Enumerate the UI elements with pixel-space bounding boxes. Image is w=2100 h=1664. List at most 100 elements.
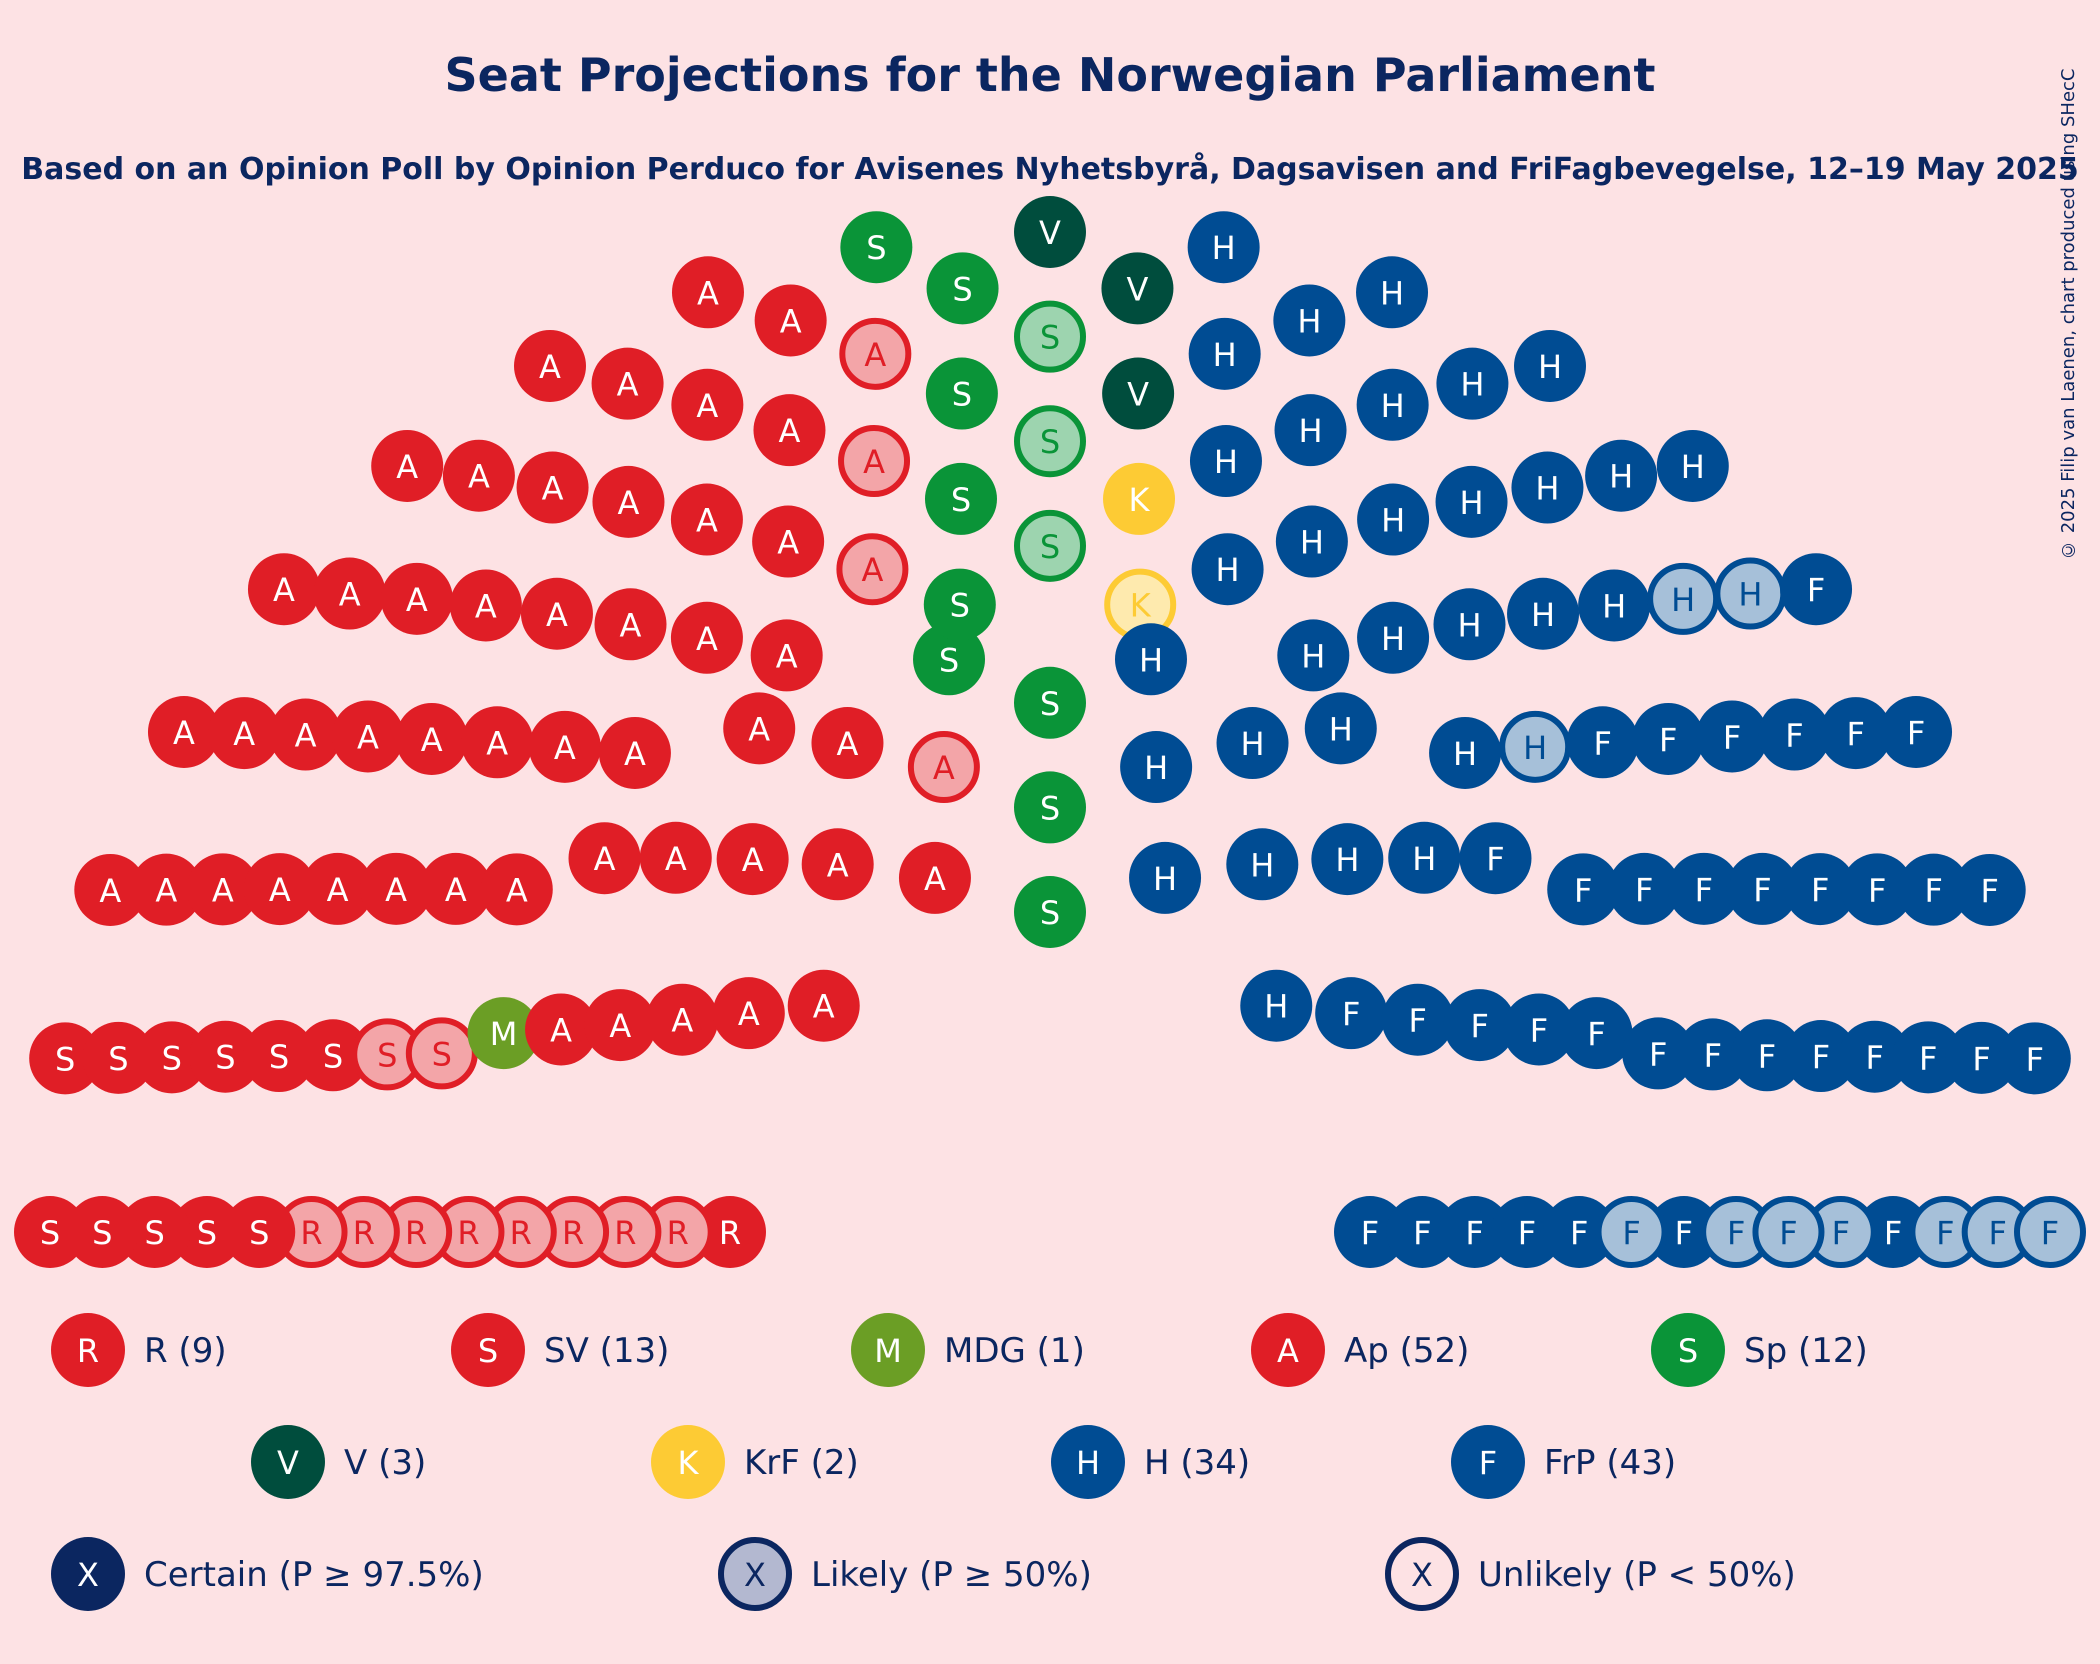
seat-ap: A <box>584 989 657 1062</box>
svg-text:A: A <box>696 502 718 540</box>
seat-ap-likely: A <box>836 533 909 606</box>
seat-sv: S <box>29 1022 102 1095</box>
svg-text:H: H <box>1240 725 1264 763</box>
seat-h: H <box>1578 569 1651 642</box>
svg-text:A: A <box>1277 1332 1299 1370</box>
svg-text:H: H <box>1460 366 1484 404</box>
svg-text:A: A <box>546 596 568 634</box>
seat-v: V <box>1101 252 1174 325</box>
seat-ap: A <box>750 619 823 692</box>
seat-v: V <box>1102 357 1175 430</box>
svg-text:F: F <box>1924 872 1942 910</box>
seat-ap-likely: A <box>839 317 912 390</box>
svg-text:F: F <box>1753 871 1771 909</box>
seat-ap: A <box>371 429 444 502</box>
seat-frp: F <box>1502 993 1575 1066</box>
svg-text:H: H <box>1329 710 1353 748</box>
seat-krf: K <box>1103 462 1176 535</box>
svg-text:A: A <box>618 484 640 522</box>
svg-text:S: S <box>269 1038 289 1076</box>
seat-sp: S <box>923 568 996 641</box>
seat-r-likely: R <box>275 1196 348 1268</box>
svg-text:H: H <box>1381 620 1405 658</box>
seat-frp-likely: F <box>1961 1196 2034 1268</box>
svg-text:A: A <box>327 871 349 909</box>
svg-text:F: F <box>1704 1036 1722 1074</box>
seat-frp: F <box>1857 1196 1930 1268</box>
svg-text:H: H <box>1412 840 1436 878</box>
seat-h: H <box>1356 368 1429 441</box>
seat-v: V <box>1014 196 1086 268</box>
svg-text:F: F <box>1659 721 1677 759</box>
svg-text:F: F <box>1972 1040 1990 1078</box>
seat-h: H <box>1120 731 1193 804</box>
seat-h: H <box>1436 347 1509 420</box>
chart-subtitle: Based on an Opinion Poll by Opinion Perd… <box>21 152 2079 187</box>
svg-text:F: F <box>1832 1214 1850 1252</box>
seat-ap: A <box>598 716 671 789</box>
seat-ap: A <box>419 852 492 925</box>
seat-h: H <box>1356 256 1429 329</box>
svg-text:F: F <box>1574 871 1592 909</box>
svg-text:H: H <box>1609 458 1633 496</box>
svg-text:V: V <box>1127 376 1149 414</box>
svg-text:V: V <box>1039 214 1061 252</box>
svg-text:F: F <box>1409 1002 1427 1040</box>
seat-frp: F <box>1841 853 1914 926</box>
svg-text:A: A <box>609 1007 631 1045</box>
svg-text:F: F <box>1695 871 1713 909</box>
seat-frp: F <box>1784 1020 1857 1093</box>
seat-frp: F <box>1998 1022 2071 1095</box>
seat-h: H <box>1511 451 1584 524</box>
seat-frp: F <box>1731 1019 1804 1092</box>
svg-text:H: H <box>1381 387 1405 425</box>
seat-h: H <box>1216 707 1289 780</box>
svg-text:Ap (52): Ap (52) <box>1344 1331 1469 1371</box>
svg-text:A: A <box>99 872 121 910</box>
svg-text:A: A <box>445 871 467 909</box>
svg-text:S: S <box>950 587 970 625</box>
svg-text:R: R <box>405 1214 427 1252</box>
seat-frp: F <box>1560 997 1633 1070</box>
seat-frp: F <box>1880 696 1953 768</box>
seat-ap: A <box>147 696 220 768</box>
svg-text:F: F <box>1622 1214 1640 1252</box>
seat-sp-likely: S <box>1014 300 1086 373</box>
svg-text:A: A <box>273 571 295 609</box>
svg-text:S: S <box>55 1040 75 1078</box>
svg-text:R: R <box>614 1214 636 1252</box>
svg-text:H: H <box>1076 1444 1100 1482</box>
svg-text:A: A <box>780 302 802 340</box>
svg-text:V: V <box>1126 270 1148 308</box>
seat-frp-likely: F <box>1752 1196 1825 1268</box>
svg-text:A: A <box>861 551 883 589</box>
svg-text:H: H <box>1212 229 1236 267</box>
svg-text:A: A <box>696 620 718 658</box>
svg-text:A: A <box>594 840 616 878</box>
svg-text:K: K <box>1129 481 1151 519</box>
svg-text:H: H <box>1300 524 1324 562</box>
svg-text:A: A <box>233 715 255 753</box>
svg-text:R: R <box>77 1332 99 1370</box>
seat-ap: A <box>525 993 598 1066</box>
svg-text:K: K <box>1130 587 1152 625</box>
seat-sv: S <box>118 1196 191 1268</box>
svg-text:S: S <box>952 376 972 414</box>
svg-text:H: H <box>1264 988 1288 1026</box>
svg-text:H: H <box>1139 641 1163 679</box>
svg-text:H: H <box>1144 749 1168 787</box>
svg-text:S: S <box>40 1214 60 1252</box>
seat-frp: F <box>1696 700 1769 773</box>
seat-ap: A <box>568 822 641 895</box>
svg-text:F: F <box>1812 1038 1830 1076</box>
svg-text:A: A <box>624 735 646 773</box>
seat-ap: A <box>753 394 826 467</box>
svg-text:A: A <box>421 721 443 759</box>
seat-ap: A <box>752 505 825 578</box>
svg-text:Certain (P ≥ 97.5%): Certain (P ≥ 97.5%) <box>144 1555 484 1595</box>
svg-text:X: X <box>77 1556 99 1594</box>
certainty-legend-2: X Unlikely (P < 50%) <box>1385 1537 1796 1611</box>
seat-h: H <box>1357 601 1430 674</box>
svg-text:X: X <box>744 1556 766 1594</box>
